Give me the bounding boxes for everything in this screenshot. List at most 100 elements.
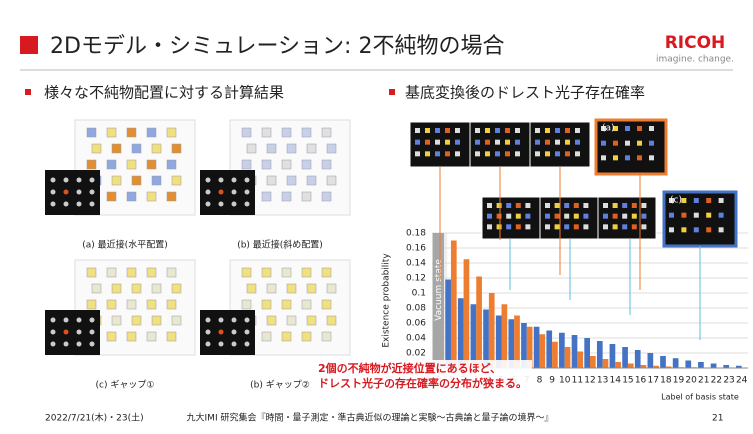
inset-dot xyxy=(506,203,512,208)
tagline: imagine. change. xyxy=(656,55,734,65)
inset-dot xyxy=(601,140,606,146)
inset-dot xyxy=(603,203,608,208)
dot xyxy=(218,189,224,195)
title-marker xyxy=(20,36,38,54)
inset-dot xyxy=(706,212,712,218)
dot xyxy=(50,177,56,183)
inset-dot xyxy=(496,224,502,230)
dot xyxy=(63,201,69,207)
inset-dot xyxy=(625,140,630,146)
site xyxy=(261,159,272,170)
bar xyxy=(450,240,457,368)
inset-dot xyxy=(631,213,637,219)
inset-dot xyxy=(583,213,589,219)
inset-dot xyxy=(535,128,540,133)
site xyxy=(131,175,142,186)
inset-dot xyxy=(415,139,420,145)
site xyxy=(261,267,272,278)
site xyxy=(306,143,317,154)
site xyxy=(111,175,122,186)
inset-dot xyxy=(564,203,570,208)
bar xyxy=(559,332,565,368)
inset-dot xyxy=(496,203,502,208)
inset-dot xyxy=(681,227,687,233)
inset-dot xyxy=(485,128,490,133)
bar xyxy=(546,330,553,368)
bar xyxy=(476,276,482,368)
inset-dot xyxy=(435,128,440,133)
bar xyxy=(665,366,672,368)
dot xyxy=(244,317,250,323)
site xyxy=(111,283,122,294)
bar xyxy=(698,362,704,368)
dot xyxy=(50,329,56,335)
site xyxy=(171,175,182,186)
inset-dot xyxy=(564,213,570,219)
dot xyxy=(218,341,224,347)
y-tick-label: 0.06 xyxy=(406,319,426,329)
site xyxy=(286,283,297,294)
bar xyxy=(432,233,445,368)
site xyxy=(281,331,292,342)
inset-dot xyxy=(487,224,492,230)
inset-dot xyxy=(506,213,512,219)
dot xyxy=(89,317,95,323)
inset-dot xyxy=(515,203,521,208)
site xyxy=(151,175,162,186)
x-tick-label: 9 xyxy=(549,376,555,386)
inset-label: (a) xyxy=(602,124,615,134)
inset-dot xyxy=(575,139,580,145)
inset-dot xyxy=(445,139,450,145)
dot xyxy=(50,341,56,347)
site xyxy=(106,191,117,202)
inset-dot xyxy=(631,203,637,208)
inset-dot xyxy=(415,128,420,133)
x-tick-label: 22 xyxy=(711,376,722,386)
dot xyxy=(205,341,211,347)
site xyxy=(91,143,102,154)
inset-dot xyxy=(505,139,510,145)
site xyxy=(146,267,157,278)
inset-dot xyxy=(495,128,500,133)
bullet-text: 基底変換後のドレスト光子存在確率 xyxy=(405,84,645,102)
site xyxy=(86,159,97,170)
y-tick-label: 0.18 xyxy=(406,229,426,239)
inset-dot xyxy=(515,139,520,145)
site xyxy=(131,283,142,294)
site xyxy=(126,331,137,342)
inset-dot xyxy=(425,128,430,133)
dot xyxy=(205,201,211,207)
inset-dot xyxy=(545,139,550,145)
site xyxy=(321,299,332,310)
inset-dot xyxy=(669,212,674,218)
inset-dot xyxy=(445,151,450,157)
site xyxy=(106,299,117,310)
panel-caption: (b) ギャップ② xyxy=(250,380,310,391)
y-tick-label: 0.02 xyxy=(406,349,426,359)
dot xyxy=(231,177,237,183)
inset-dot xyxy=(455,151,460,157)
inset-dot xyxy=(515,151,520,157)
x-tick-label: 18 xyxy=(660,376,672,386)
inset-dot xyxy=(573,203,579,208)
site xyxy=(286,315,297,326)
x-tick-label: 13 xyxy=(597,376,608,386)
bar xyxy=(640,365,647,368)
x-tick-label: 17 xyxy=(647,376,658,386)
inset-dot xyxy=(693,212,699,218)
inset-dot xyxy=(681,198,687,203)
y-tick-label: 0.16 xyxy=(406,244,426,254)
inset-dot xyxy=(435,151,440,157)
inset-dot xyxy=(525,203,531,208)
site xyxy=(111,315,122,326)
dot xyxy=(63,329,69,335)
inset-dot xyxy=(455,128,460,133)
site xyxy=(166,299,177,310)
site xyxy=(151,283,162,294)
dot xyxy=(231,329,237,335)
site xyxy=(326,175,337,186)
site xyxy=(166,127,177,138)
bar xyxy=(627,363,634,368)
site xyxy=(261,299,272,310)
